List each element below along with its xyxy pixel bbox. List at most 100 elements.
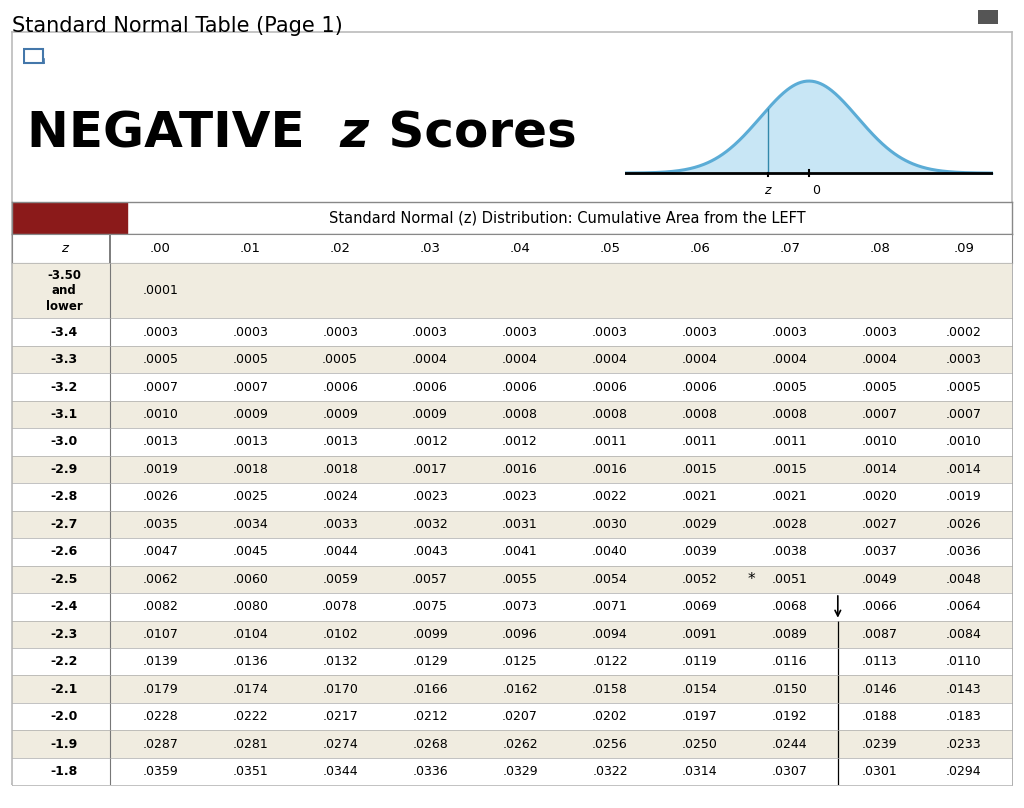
Text: .0336: .0336 <box>413 765 447 778</box>
Text: .0031: .0031 <box>502 518 538 531</box>
Text: .0012: .0012 <box>502 436 538 448</box>
Text: .0044: .0044 <box>323 545 358 558</box>
Text: .0003: .0003 <box>502 326 538 339</box>
Text: -2.3: -2.3 <box>50 628 78 641</box>
Text: .0170: .0170 <box>323 683 358 696</box>
Text: -2.2: -2.2 <box>50 655 78 668</box>
Text: .0004: .0004 <box>772 353 808 366</box>
Text: .0022: .0022 <box>592 490 628 503</box>
Text: .0233: .0233 <box>946 738 982 751</box>
Text: .0003: .0003 <box>772 326 808 339</box>
Text: .0087: .0087 <box>862 628 898 641</box>
Text: .0023: .0023 <box>413 490 447 503</box>
Text: .0001: .0001 <box>142 284 178 297</box>
Text: .0239: .0239 <box>862 738 898 751</box>
Text: lower: lower <box>46 300 83 313</box>
Text: .0307: .0307 <box>772 765 808 778</box>
Text: .0162: .0162 <box>502 683 538 696</box>
Text: .0023: .0023 <box>502 490 538 503</box>
Text: .0054: .0054 <box>592 573 628 586</box>
Text: .01: .01 <box>240 242 261 255</box>
Text: .05: .05 <box>599 242 621 255</box>
Text: .0034: .0034 <box>232 518 268 531</box>
Text: .0008: .0008 <box>592 408 628 421</box>
Text: .0089: .0089 <box>772 628 808 641</box>
Text: .0036: .0036 <box>946 545 982 558</box>
Text: Standard Normal Table (Page 1): Standard Normal Table (Page 1) <box>12 16 343 36</box>
Text: .0027: .0027 <box>862 518 898 531</box>
Text: .0008: .0008 <box>772 408 808 421</box>
Text: .0013: .0013 <box>232 436 268 448</box>
Text: .0158: .0158 <box>592 683 628 696</box>
Text: .0064: .0064 <box>946 600 982 613</box>
Text: -2.6: -2.6 <box>50 545 78 558</box>
Text: .0039: .0039 <box>682 545 718 558</box>
Text: .0099: .0099 <box>413 628 447 641</box>
Text: .0082: .0082 <box>142 600 178 613</box>
Text: .0003: .0003 <box>682 326 718 339</box>
Text: .0049: .0049 <box>862 573 898 586</box>
Text: .0010: .0010 <box>862 436 898 448</box>
Text: .0038: .0038 <box>772 545 808 558</box>
Text: .0016: .0016 <box>502 463 538 476</box>
Text: and: and <box>52 284 77 297</box>
Text: .0005: .0005 <box>862 381 898 393</box>
Text: .0068: .0068 <box>772 600 808 613</box>
Text: 0: 0 <box>812 183 820 196</box>
Text: .0016: .0016 <box>592 463 628 476</box>
Text: .0007: .0007 <box>946 408 982 421</box>
Text: .0104: .0104 <box>232 628 268 641</box>
Text: .0025: .0025 <box>232 490 268 503</box>
Text: .0004: .0004 <box>412 353 447 366</box>
Text: .0250: .0250 <box>682 738 718 751</box>
Text: .0073: .0073 <box>502 600 538 613</box>
Text: .0005: .0005 <box>323 353 358 366</box>
Text: .03: .03 <box>420 242 440 255</box>
Text: .0059: .0059 <box>323 573 358 586</box>
Text: .0091: .0091 <box>682 628 718 641</box>
Bar <box>12 202 127 234</box>
Text: .0043: .0043 <box>413 545 447 558</box>
Text: .0301: .0301 <box>862 765 898 778</box>
Text: .0017: .0017 <box>412 463 447 476</box>
Text: .08: .08 <box>869 242 890 255</box>
Text: -1.8: -1.8 <box>50 765 78 778</box>
Text: .0139: .0139 <box>142 655 178 668</box>
Text: .0294: .0294 <box>946 765 982 778</box>
Text: .0003: .0003 <box>232 326 268 339</box>
Text: .0080: .0080 <box>232 600 268 613</box>
Text: .0274: .0274 <box>323 738 358 751</box>
Text: .0041: .0041 <box>502 545 538 558</box>
Text: .0066: .0066 <box>862 600 898 613</box>
Text: .0174: .0174 <box>232 683 268 696</box>
Text: .0268: .0268 <box>413 738 447 751</box>
Text: .0021: .0021 <box>772 490 808 503</box>
Text: .0060: .0060 <box>232 573 268 586</box>
Text: .0006: .0006 <box>682 381 718 393</box>
Text: .0048: .0048 <box>946 573 982 586</box>
Text: .0052: .0052 <box>682 573 718 586</box>
Text: .0026: .0026 <box>142 490 178 503</box>
Text: .0005: .0005 <box>142 353 178 366</box>
Text: .0069: .0069 <box>682 600 718 613</box>
Text: .0007: .0007 <box>862 408 898 421</box>
Text: .0051: .0051 <box>772 573 808 586</box>
Text: .0113: .0113 <box>862 655 898 668</box>
Text: Scores: Scores <box>371 109 577 158</box>
Text: .0015: .0015 <box>772 463 808 476</box>
Text: -2.9: -2.9 <box>50 463 78 476</box>
Text: z: z <box>60 242 68 255</box>
Text: .0150: .0150 <box>772 683 808 696</box>
Text: .0132: .0132 <box>323 655 358 668</box>
Text: -3.3: -3.3 <box>51 353 78 366</box>
Text: .0033: .0033 <box>323 518 358 531</box>
Text: .0045: .0045 <box>232 545 268 558</box>
Text: .0009: .0009 <box>232 408 268 421</box>
Text: .0007: .0007 <box>142 381 178 393</box>
Text: .0019: .0019 <box>946 490 982 503</box>
Text: .0102: .0102 <box>323 628 358 641</box>
Text: .0122: .0122 <box>592 655 628 668</box>
Text: .0217: .0217 <box>323 710 358 723</box>
Text: .0011: .0011 <box>592 436 628 448</box>
Text: -2.0: -2.0 <box>50 710 78 723</box>
